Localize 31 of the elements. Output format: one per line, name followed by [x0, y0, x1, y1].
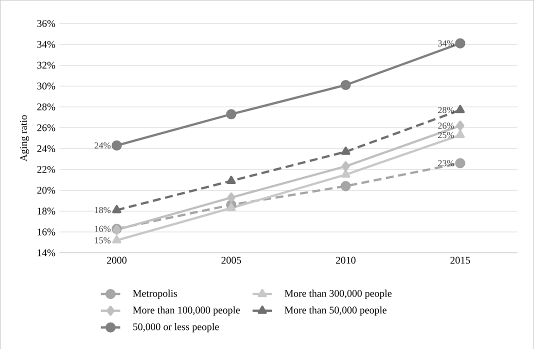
- legend-label: 50,000 or less people: [133, 322, 219, 332]
- data-label: 24%: [94, 142, 111, 148]
- x-tick-label: 2000: [107, 256, 127, 264]
- y-tick-label: 18%: [38, 207, 56, 214]
- y-tick-label: 30%: [37, 82, 56, 90]
- legend-label: More than 50,000 people: [284, 306, 386, 316]
- y-tick-label: 24%: [37, 144, 56, 152]
- data-label: 25%: [438, 132, 454, 138]
- y-tick-label: 20%: [37, 186, 56, 194]
- y-tick-label: 14%: [38, 249, 56, 256]
- x-tick-label: 2015: [450, 256, 470, 264]
- y-tick-label: 22%: [37, 166, 56, 173]
- data-label: 34%: [438, 40, 454, 46]
- legend-label: More than 100,000 people: [132, 306, 240, 316]
- y-tick-label: 28%: [37, 103, 56, 110]
- data-label: 28%: [438, 106, 454, 113]
- data-label: 15%: [95, 237, 111, 244]
- y-tick-label: 16%: [38, 228, 56, 236]
- y-tick-label: 26%: [37, 124, 56, 132]
- y-tick-label: 34%: [37, 40, 56, 48]
- y-tick-label: 32%: [37, 62, 56, 68]
- data-label: 16%: [95, 226, 111, 232]
- data-label: 18%: [95, 206, 111, 213]
- data-label: 23%: [438, 160, 454, 166]
- x-tick-label: 2010: [336, 256, 356, 264]
- data-label: 26%: [438, 122, 454, 129]
- x-tick-label: 2005: [221, 256, 242, 264]
- y-tick-label: 36%: [37, 20, 56, 27]
- legend-label: Metropolis: [132, 289, 178, 299]
- legend-label: More than 300,000 people: [284, 289, 392, 299]
- y-axis-title: Aging ratio: [20, 115, 30, 162]
